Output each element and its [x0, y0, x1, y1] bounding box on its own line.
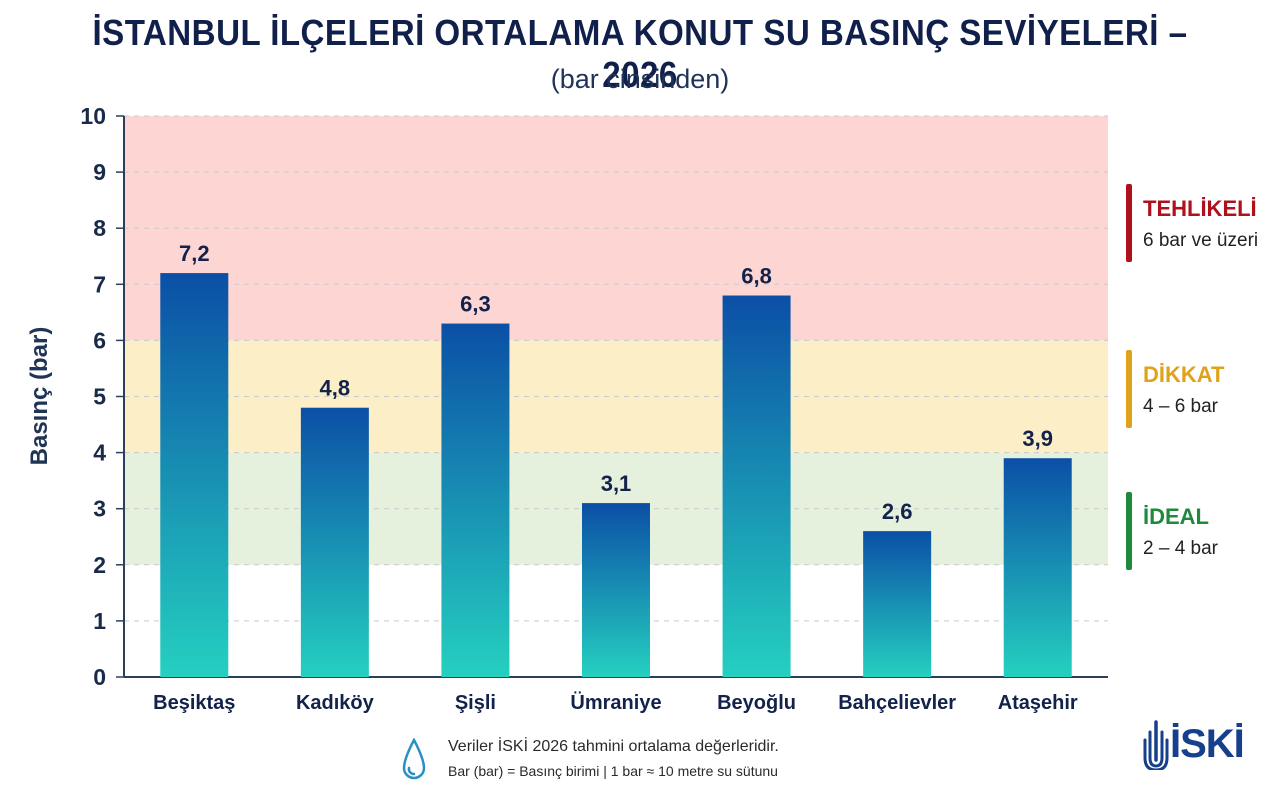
y-tick-label: 3 [93, 496, 106, 522]
value-label: 6,3 [460, 292, 491, 317]
bar-5 [863, 531, 932, 677]
legend-desc: 6 bar ve üzeri [1143, 230, 1259, 251]
category-label: Kadıköy [296, 692, 375, 714]
logo-text: İSKİ [1170, 722, 1245, 766]
chart-title: İSTANBUL İLÇELERİ ORTALAMA KONUT SU BASI… [92, 12, 1188, 95]
bar-0 [160, 273, 229, 677]
bar-1 [300, 407, 369, 677]
y-tick-label: 10 [80, 103, 106, 129]
value-label: 2,6 [882, 499, 913, 524]
category-label: Şişli [455, 692, 496, 714]
y-tick-label: 9 [93, 159, 106, 185]
footer-line-1: Veriler İSKİ 2026 tahmini ortalama değer… [448, 738, 779, 755]
legend-desc: 4 – 6 bar [1143, 396, 1218, 417]
category-label: Ataşehir [998, 692, 1078, 714]
bar-6 [1003, 458, 1072, 677]
legend-title: DİKKAT [1143, 362, 1225, 387]
bar-4 [722, 295, 791, 677]
y-tick-label: 6 [93, 327, 106, 353]
y-tick-label: 5 [93, 384, 106, 410]
y-tick-label: 1 [93, 608, 106, 634]
y-tick-label: 4 [93, 440, 106, 466]
legend-title: İDEAL [1143, 504, 1209, 529]
y-tick-label: 7 [93, 271, 106, 297]
value-label: 4,8 [320, 376, 351, 401]
value-label: 3,1 [601, 471, 632, 496]
y-tick-label: 0 [93, 664, 106, 690]
legend-desc: 2 – 4 bar [1143, 538, 1218, 559]
legend-color-bar [1126, 350, 1132, 428]
chart-subtitle: (bar cinsinden) [550, 64, 730, 94]
category-label: Beyoğlu [717, 692, 796, 714]
y-tick-label: 8 [93, 215, 106, 241]
water-drop-icon [402, 738, 426, 780]
iski-logo-mark-icon [1143, 720, 1169, 770]
value-label: 6,8 [741, 264, 772, 289]
bar-2 [441, 323, 510, 677]
category-label: Beşiktaş [153, 692, 235, 714]
iski-logo: İSKİ [1142, 720, 1252, 770]
legend-title: TEHLİKELİ [1143, 196, 1257, 221]
y-tick-label: 2 [93, 552, 106, 578]
legend-color-bar [1126, 492, 1132, 570]
value-label: 3,9 [1022, 426, 1053, 451]
category-label: Ümraniye [570, 691, 661, 714]
value-label: 7,2 [179, 241, 210, 266]
bar-3 [582, 503, 650, 677]
category-label: Bahçelievler [838, 692, 956, 714]
footer-line-2: Bar (bar) = Basınç birimi | 1 bar ≈ 10 m… [448, 763, 778, 779]
legend-color-bar [1126, 184, 1132, 262]
